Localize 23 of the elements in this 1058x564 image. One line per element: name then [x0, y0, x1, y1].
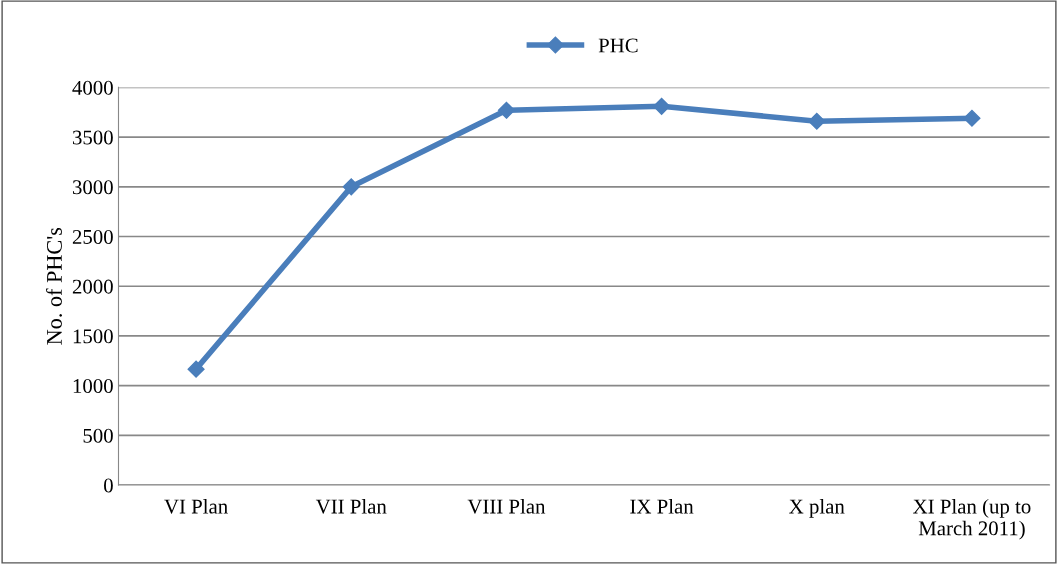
y-axis-title: No. of PHC's — [46, 227, 62, 345]
y-tick-label: 1500 — [73, 329, 113, 344]
y-tick-label: 3500 — [72, 130, 113, 145]
x-tick-label: VIII Plan — [467, 498, 546, 514]
point — [187, 360, 205, 378]
y-tick-label: 4000 — [72, 80, 113, 95]
point — [653, 97, 671, 115]
point — [963, 109, 981, 127]
x-tick-label: VII Plan — [315, 498, 387, 514]
y-tick-label: 3000 — [72, 180, 113, 195]
y-tick-label: 500 — [83, 428, 113, 443]
point — [342, 178, 360, 196]
x-tick-label: VI Plan — [164, 498, 228, 514]
legend-label: PHC — [598, 38, 638, 53]
x-tick-label: X plan — [789, 498, 845, 518]
point — [497, 101, 515, 119]
y-tick-label: 2000 — [72, 279, 113, 294]
point — [808, 112, 826, 130]
x-tick-label: IX Plan — [630, 498, 694, 514]
x-tick-label: XI Plan (up to March 2011) — [913, 498, 1031, 540]
y-tick-label: 1000 — [73, 379, 113, 394]
y-tick-label: 0 — [104, 478, 113, 493]
y-tick-label: 2500 — [72, 229, 113, 244]
